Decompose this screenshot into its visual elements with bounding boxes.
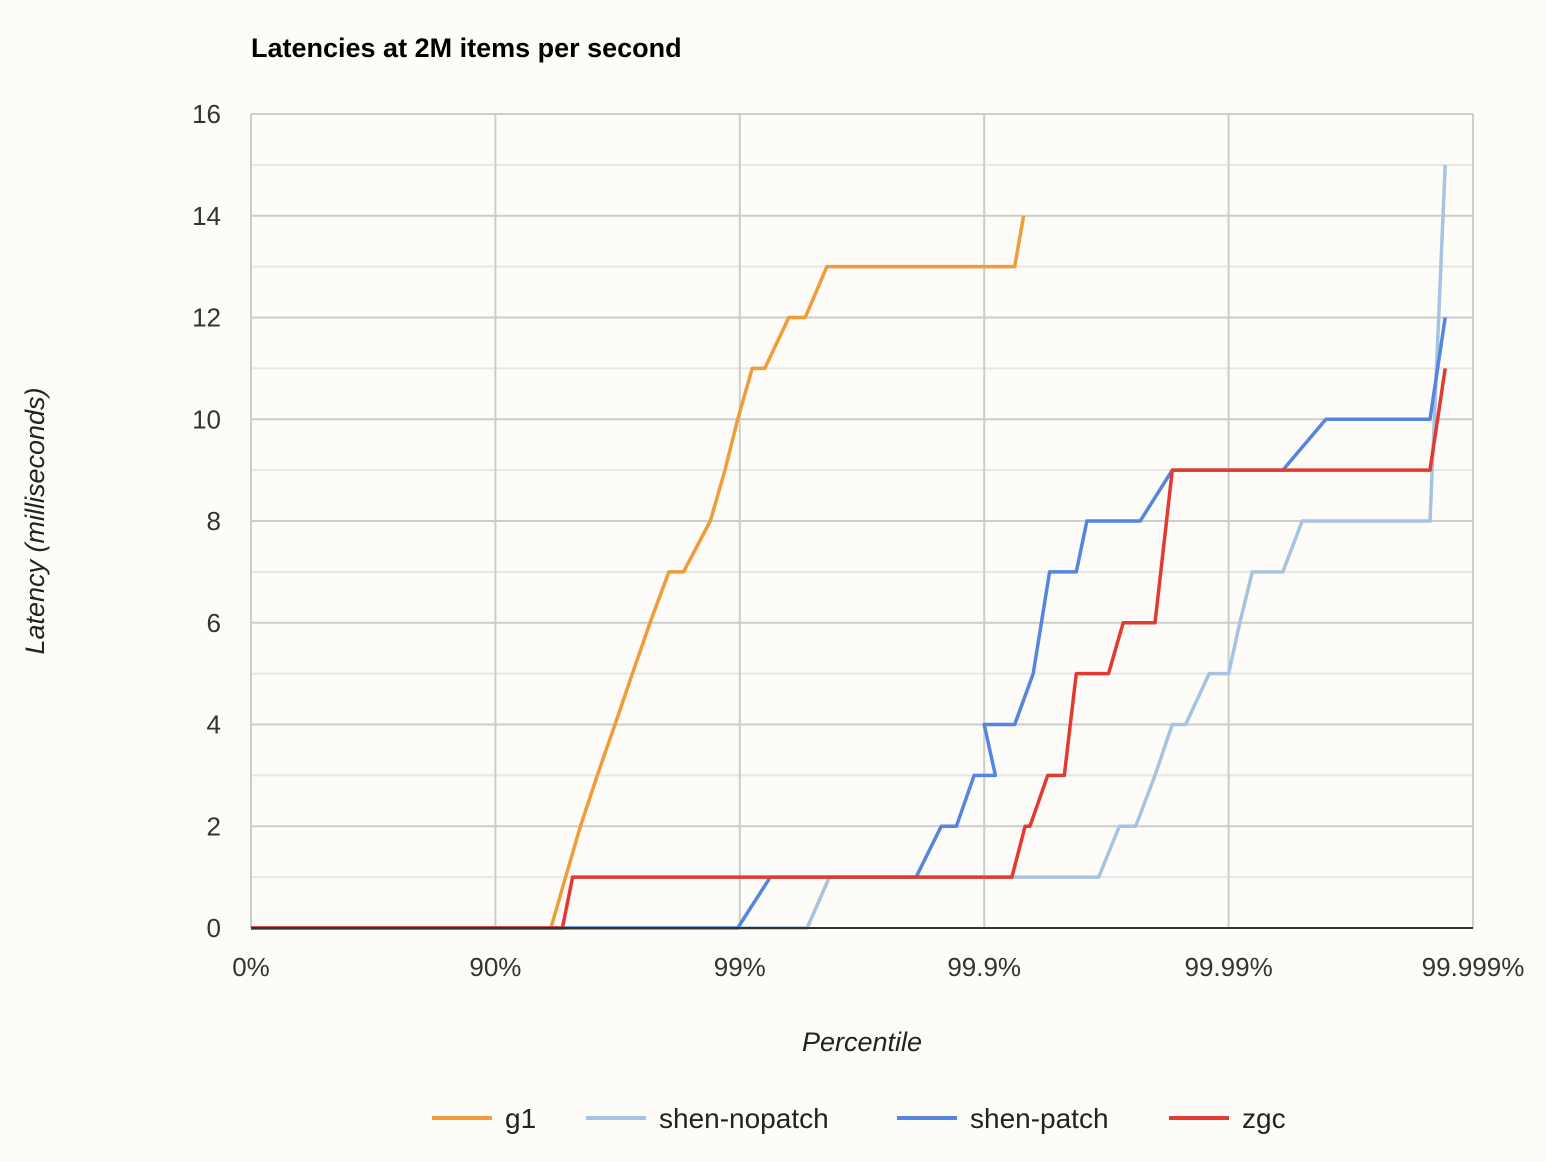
- y-tick-label: 4: [207, 710, 221, 740]
- chart-title: Latencies at 2M items per second: [251, 33, 682, 63]
- x-axis-title: Percentile: [802, 1027, 922, 1057]
- series-line-g1: [251, 215, 1026, 930]
- legend-label-zgc: zgc: [1242, 1103, 1286, 1134]
- legend-label-shen-patch: shen-patch: [970, 1103, 1109, 1134]
- x-axis-ticks: 0% 90% 99% 99.9% 99.99% 99.999%: [232, 952, 1524, 982]
- y-tick-label: 12: [192, 303, 221, 333]
- y-tick-label: 8: [207, 506, 221, 536]
- x-tick-label: 99.9%: [947, 952, 1021, 982]
- legend-label-shen-nopatch: shen-nopatch: [659, 1103, 829, 1134]
- y-tick-label: 10: [192, 404, 221, 434]
- series-line-shen-nopatch: [251, 164, 1447, 930]
- x-tick-label: 0%: [232, 952, 270, 982]
- y-tick-label: 0: [207, 913, 221, 943]
- legend: g1 shen-nopatch shen-patch zgc: [432, 1103, 1286, 1134]
- series-line-zgc: [251, 368, 1447, 930]
- y-tick-label: 14: [192, 201, 221, 231]
- x-tick-label: 99.999%: [1422, 952, 1525, 982]
- y-axis-title: Latency (milliseconds): [20, 387, 50, 654]
- y-tick-label: 16: [192, 99, 221, 129]
- x-tick-label: 99.99%: [1185, 952, 1273, 982]
- x-tick-label: 90%: [469, 952, 521, 982]
- x-tick-label: 99%: [714, 952, 766, 982]
- legend-label-g1: g1: [505, 1103, 536, 1134]
- y-tick-label: 6: [207, 608, 221, 638]
- y-axis-ticks: 0 2 4 6 8 10 12 14 16: [192, 99, 221, 943]
- y-tick-label: 2: [207, 811, 221, 841]
- grid-lines: [250, 113, 1474, 928]
- series-lines: [251, 164, 1447, 930]
